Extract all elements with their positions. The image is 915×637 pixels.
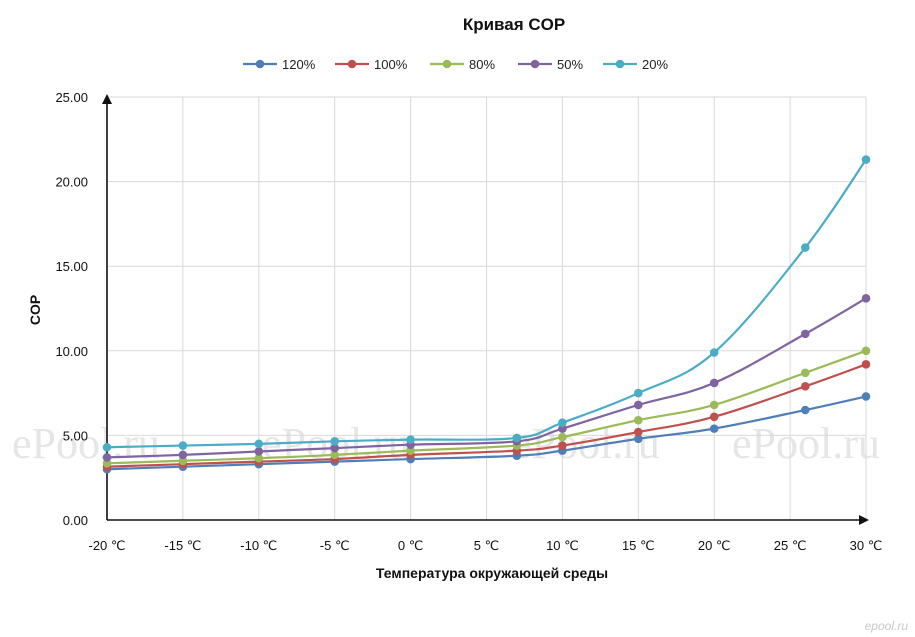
data-point	[861, 360, 871, 369]
data-point	[178, 450, 188, 460]
y-tick-label: 0.00	[63, 513, 88, 528]
data-point	[254, 453, 264, 463]
legend-item-20pct: 20%	[603, 57, 668, 72]
series-line-20pct	[106, 158, 867, 449]
data-point	[709, 348, 719, 357]
x-tick-label: 20 ℃	[698, 538, 731, 553]
legend-label: 50%	[557, 57, 583, 72]
y-tick-label: 10.00	[55, 344, 88, 359]
series	[102, 155, 871, 474]
data-point	[178, 456, 188, 466]
legend-item-80pct: 80%	[430, 57, 495, 72]
x-tick-label: -20 ℃	[88, 538, 125, 553]
data-point	[330, 437, 340, 446]
legend-item-50pct: 50%	[518, 57, 583, 72]
legend-item-120pct: 120%	[243, 57, 316, 72]
legend-swatch-marker	[442, 59, 452, 69]
x-tick-label: -5 ℃	[320, 538, 350, 553]
data-point	[406, 446, 415, 455]
legend-item-100pct: 100%	[335, 57, 408, 72]
data-point	[558, 441, 567, 450]
legend-swatch-marker	[347, 59, 357, 69]
data-point	[102, 442, 112, 452]
x-tick-label: 5 ℃	[474, 538, 499, 553]
y-tick-label: 20.00	[55, 175, 88, 190]
data-point	[861, 346, 871, 356]
data-point	[634, 400, 643, 410]
data-point	[254, 447, 264, 456]
chart-title: Кривая COP	[463, 15, 565, 34]
corner-watermark: epool.ru	[865, 619, 909, 633]
legend-label: 20%	[642, 57, 668, 72]
x-tick-label: 30 ℃	[850, 538, 883, 553]
legend-label: 80%	[469, 57, 495, 72]
data-point	[800, 329, 810, 339]
data-point	[800, 382, 810, 391]
data-point	[512, 433, 522, 443]
data-point	[709, 400, 719, 410]
data-point	[634, 434, 643, 444]
data-point	[800, 243, 810, 252]
x-tick-label: 25 ℃	[774, 538, 807, 553]
x-tick-label: -15 ℃	[164, 538, 201, 553]
data-point	[709, 424, 719, 433]
watermark-text: ePool.ru	[12, 419, 160, 468]
x-tick-label: -10 ℃	[240, 538, 277, 553]
data-point	[330, 443, 340, 453]
data-point	[800, 368, 810, 378]
legend-swatch-marker	[255, 59, 265, 69]
y-tick-label: 5.00	[63, 428, 88, 443]
data-point	[861, 392, 871, 401]
data-point	[330, 450, 340, 460]
legend: 120% 100% 80% 50% 20%	[243, 57, 668, 72]
data-point	[102, 453, 112, 462]
legend-swatch-marker	[615, 59, 625, 69]
data-point	[254, 439, 264, 449]
x-axis-label: Температура окружающей среды	[376, 565, 608, 581]
data-point	[634, 427, 643, 437]
data-point	[709, 378, 719, 388]
y-tick-label: 15.00	[55, 259, 88, 274]
data-point	[102, 459, 112, 468]
data-point	[861, 155, 871, 164]
series-20pct	[102, 155, 871, 452]
data-point	[558, 418, 567, 428]
x-tick-label: 15 ℃	[622, 538, 655, 553]
data-point	[406, 435, 415, 444]
data-point	[800, 405, 810, 415]
data-point	[634, 388, 643, 398]
data-point	[178, 441, 188, 450]
data-point	[861, 294, 871, 303]
tick-labels: 0.00 5.00 10.00 15.00 20.00 25.00 -20 ℃ -15 ℃ -1…	[55, 90, 882, 553]
y-tick-label: 25.00	[55, 90, 88, 105]
watermark-text: ePool.ru	[732, 419, 880, 468]
legend-label: 120%	[282, 57, 316, 72]
y-axis-label: COP	[27, 295, 43, 325]
data-point	[558, 432, 567, 442]
legend-label: 100%	[374, 57, 408, 72]
data-point	[634, 415, 643, 425]
x-tick-label: 10 ℃	[546, 538, 579, 553]
data-point	[709, 412, 719, 422]
data-point	[558, 424, 567, 433]
legend-swatch-marker	[530, 59, 540, 69]
x-tick-label: 0 ℃	[398, 538, 423, 553]
